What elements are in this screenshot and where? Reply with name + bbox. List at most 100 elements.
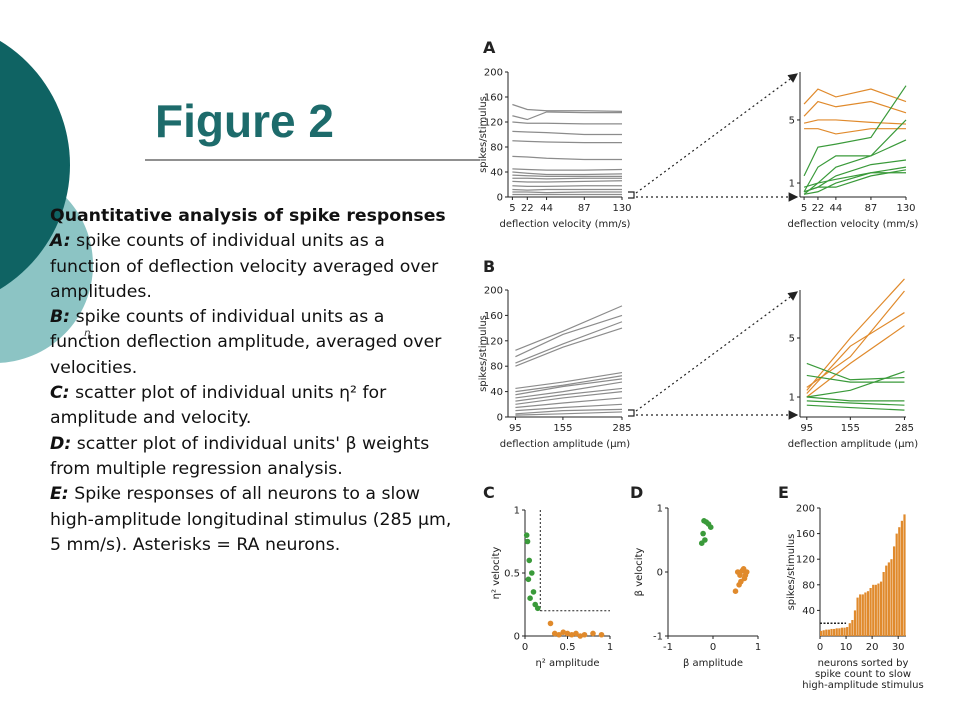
caption-heading: Quantitative analysis of spike responses [50, 206, 446, 226]
x-axis-label: β amplitude [683, 658, 743, 669]
x-tick-label: 87 [865, 203, 878, 214]
series-line [515, 305, 623, 351]
x-tick-label: 95 [800, 423, 813, 434]
scatter-point [530, 589, 537, 595]
series-line [803, 139, 907, 195]
bar [890, 559, 893, 636]
series-line [803, 169, 907, 193]
bar [822, 630, 825, 636]
x-axis-label: deflection amplitude (µm) [788, 439, 918, 450]
bar [830, 628, 833, 636]
bar [866, 591, 870, 636]
scatter-point [573, 630, 579, 637]
series-line [515, 391, 623, 405]
x-tick-label: 5 [801, 203, 807, 214]
bar [825, 629, 828, 636]
y-tick-label: 120 [796, 555, 815, 566]
y-tick-label: 0 [657, 568, 663, 579]
bar [853, 610, 857, 636]
x-tick-label: 20 [866, 642, 879, 653]
bar [874, 584, 877, 636]
bar [827, 629, 831, 636]
deco-circle [0, 40, 70, 290]
stray-mark: η [84, 328, 91, 339]
series-line [803, 88, 907, 105]
scatter-point [527, 595, 533, 601]
x-tick-label: 95 [509, 423, 522, 434]
y-tick-label: 200 [796, 504, 815, 515]
y-axis-label: spikes/stimulus [478, 315, 489, 392]
series-line [515, 381, 623, 399]
series-line [512, 188, 622, 191]
x-tick-label: 22 [521, 203, 534, 214]
series-line [512, 121, 622, 125]
series-line [515, 411, 623, 416]
y-tick-label: 120 [484, 336, 503, 347]
y-tick-label: 200 [484, 286, 503, 297]
scatter-point [737, 572, 743, 578]
bar [879, 581, 883, 636]
x-axis-label: high-amplitude stimulus [802, 680, 923, 691]
x-tick-label: -1 [663, 642, 673, 653]
y-tick-label: 160 [484, 93, 503, 104]
y-tick-label: 1 [514, 506, 520, 517]
bar [859, 594, 862, 636]
series-line [803, 100, 907, 117]
series-line [512, 191, 622, 194]
scatter-point [581, 631, 588, 638]
scatter-point [534, 605, 541, 612]
panel-label: C [483, 483, 495, 502]
scatter-point [551, 630, 558, 637]
bar [885, 565, 888, 636]
x-axis-label: neurons sorted by [818, 658, 909, 669]
caption-label: D: [50, 433, 72, 454]
x-axis-label: deflection velocity (mm/s) [788, 219, 919, 230]
scatter-point [524, 538, 531, 545]
bar [833, 628, 836, 636]
y-tick-label: 40 [490, 168, 503, 179]
panel-label: B [483, 257, 495, 276]
series-line [515, 375, 623, 393]
series-line [806, 404, 905, 411]
x-tick-label: 155 [841, 423, 860, 434]
bar [895, 533, 898, 636]
series-line [512, 111, 622, 121]
y-tick-label: -1 [653, 632, 663, 643]
y-tick-label: 120 [484, 118, 503, 129]
caption-text: spike counts of individual units as a fu… [50, 307, 442, 378]
series-line [806, 400, 905, 406]
x-tick-label: 0 [710, 642, 716, 653]
series-line [515, 378, 623, 396]
x-tick-label: 44 [540, 203, 553, 214]
bar [900, 520, 903, 636]
x-tick-label: 30 [892, 642, 905, 653]
x-tick-label: 44 [830, 203, 843, 214]
y-tick-label: 1 [789, 179, 795, 190]
series-line [512, 174, 622, 177]
x-tick-label: 130 [896, 203, 915, 214]
x-tick-label: 285 [895, 423, 914, 434]
x-tick-label: 87 [578, 203, 591, 214]
bar [864, 592, 867, 636]
x-tick-label: 10 [840, 642, 853, 653]
series-line [806, 325, 905, 398]
scatter-point [560, 629, 567, 636]
series-line [512, 168, 623, 171]
scatter-point [700, 530, 706, 537]
scatter-point [568, 631, 575, 638]
x-tick-label: 22 [812, 203, 825, 214]
scatter-point [702, 537, 708, 543]
bar [861, 594, 864, 636]
bar [903, 514, 906, 636]
series-line [512, 177, 622, 180]
caption-item: C: scatter plot of individual units η² f… [50, 381, 452, 432]
scatter-point [564, 630, 571, 637]
x-tick-label: 0.5 [560, 642, 576, 653]
scatter-point [740, 566, 747, 572]
series-line [806, 371, 905, 398]
caption-label: A: [50, 231, 71, 252]
series-line [806, 278, 905, 391]
scatter-point [742, 572, 749, 578]
bar [835, 628, 838, 636]
